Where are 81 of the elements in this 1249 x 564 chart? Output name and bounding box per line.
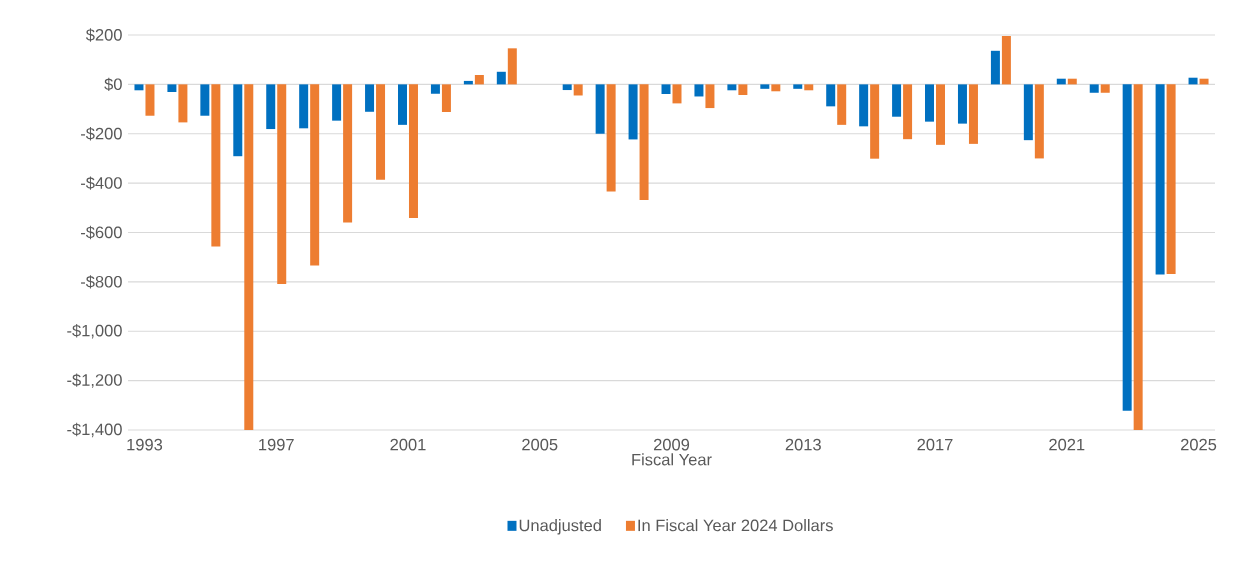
bar bbox=[957, 84, 967, 124]
bar bbox=[277, 84, 287, 285]
bar bbox=[474, 74, 484, 85]
bar bbox=[233, 84, 243, 157]
bar bbox=[705, 84, 715, 109]
bar bbox=[727, 84, 737, 91]
bar bbox=[134, 84, 144, 91]
x-tick-label: 1993 bbox=[127, 438, 163, 451]
bar bbox=[859, 84, 869, 127]
bar bbox=[903, 84, 913, 140]
bar bbox=[562, 84, 572, 91]
bar bbox=[1034, 84, 1044, 159]
bar bbox=[244, 84, 254, 430]
legend-label: Unadjusted bbox=[519, 519, 601, 535]
bar bbox=[200, 84, 210, 116]
bar bbox=[1122, 84, 1132, 411]
x-axis-title: Fiscal Year bbox=[632, 453, 712, 466]
bar bbox=[430, 84, 440, 94]
bar bbox=[639, 84, 649, 200]
bar bbox=[1155, 84, 1165, 275]
bar bbox=[178, 84, 188, 123]
bar bbox=[694, 84, 704, 97]
y-tick-label: -$600 bbox=[81, 225, 122, 240]
bar bbox=[892, 84, 902, 117]
bar bbox=[1166, 84, 1176, 274]
bar bbox=[936, 84, 946, 145]
bar bbox=[870, 84, 880, 159]
y-tick-label: -$1,200 bbox=[67, 373, 122, 388]
bar bbox=[496, 71, 506, 85]
bar bbox=[145, 84, 155, 116]
bar bbox=[968, 84, 978, 144]
bar bbox=[299, 84, 309, 129]
bar bbox=[266, 84, 276, 130]
bar bbox=[606, 84, 616, 192]
bar bbox=[826, 84, 836, 107]
legend-label: In Fiscal Year 2024 Dollars bbox=[638, 519, 833, 532]
bar bbox=[1133, 84, 1143, 430]
bar bbox=[1001, 35, 1011, 85]
bar bbox=[760, 84, 770, 89]
x-tick-label: 2017 bbox=[917, 438, 953, 451]
x-tick-label: 2021 bbox=[1049, 438, 1085, 451]
bar bbox=[804, 84, 814, 91]
y-tick-label: $200 bbox=[85, 28, 122, 42]
x-tick-label: 2025 bbox=[1181, 438, 1217, 451]
bar bbox=[793, 84, 803, 89]
y-tick-label: -$1,000 bbox=[67, 324, 122, 339]
bar bbox=[167, 84, 177, 93]
bar bbox=[672, 84, 682, 104]
bar bbox=[771, 84, 781, 92]
bar bbox=[332, 84, 342, 121]
x-tick-label: 2013 bbox=[785, 438, 821, 451]
bar bbox=[1089, 84, 1099, 93]
bar bbox=[365, 84, 375, 112]
x-tick-label: 1997 bbox=[259, 438, 294, 451]
bar bbox=[408, 84, 418, 218]
x-tick-label: 2005 bbox=[522, 438, 558, 451]
bar bbox=[595, 84, 605, 134]
bar bbox=[661, 84, 671, 94]
bar bbox=[507, 48, 517, 85]
bar bbox=[397, 84, 407, 125]
bar bbox=[837, 84, 847, 125]
x-tick-label: 2009 bbox=[653, 438, 690, 451]
y-tick-label: $0 bbox=[104, 77, 122, 92]
bar bbox=[1188, 77, 1198, 85]
x-tick-label: 2001 bbox=[390, 438, 426, 451]
y-tick-label: -$200 bbox=[81, 127, 122, 141]
bar bbox=[925, 84, 935, 122]
bar bbox=[573, 84, 583, 96]
y-tick-label: -$1,400 bbox=[67, 422, 122, 438]
y-tick-label: -$800 bbox=[81, 275, 122, 289]
bar bbox=[376, 84, 386, 180]
bar bbox=[1100, 84, 1110, 93]
bar bbox=[628, 84, 638, 140]
bar bbox=[738, 84, 748, 95]
bar bbox=[441, 84, 451, 113]
y-tick-label: -$400 bbox=[81, 176, 122, 190]
bar bbox=[343, 84, 353, 223]
bar bbox=[990, 50, 1000, 85]
bar bbox=[1023, 84, 1033, 141]
bar bbox=[211, 84, 221, 247]
bar bbox=[310, 84, 320, 266]
